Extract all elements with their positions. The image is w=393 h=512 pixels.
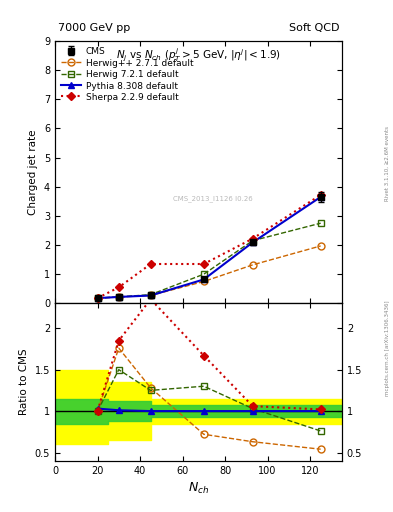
Line: Pythia 8.308 default: Pythia 8.308 default (94, 194, 324, 302)
Pythia 8.308 default (95, 295, 100, 301)
Y-axis label: Charged jet rate: Charged jet rate (28, 130, 39, 215)
Herwig++ 2.7.1 default (95, 295, 100, 301)
Pythia 8.308 default (202, 276, 206, 283)
Text: CMS_2013_I1126 I0.26: CMS_2013_I1126 I0.26 (173, 195, 253, 202)
Sherpa 2.2.9 default (116, 284, 121, 290)
Pythia 8.308 default (116, 294, 121, 300)
Herwig 7.2.1 default (250, 238, 255, 244)
Herwig++ 2.7.1 default (202, 279, 206, 285)
Pythia 8.308 default (318, 194, 323, 200)
Sherpa 2.2.9 default (250, 236, 255, 242)
Legend: CMS, Herwig++ 2.7.1 default, Herwig 7.2.1 default, Pythia 8.308 default, Sherpa : CMS, Herwig++ 2.7.1 default, Herwig 7.2.… (59, 46, 195, 104)
X-axis label: $N_{ch}$: $N_{ch}$ (188, 481, 209, 496)
Sherpa 2.2.9 default (95, 295, 100, 301)
Herwig++ 2.7.1 default (148, 292, 153, 298)
Herwig 7.2.1 default (116, 294, 121, 300)
Text: Soft QCD: Soft QCD (288, 23, 339, 33)
Line: Sherpa 2.2.9 default: Sherpa 2.2.9 default (95, 192, 323, 301)
Pythia 8.308 default (250, 239, 255, 245)
Line: Herwig 7.2.1 default: Herwig 7.2.1 default (94, 220, 324, 302)
Herwig 7.2.1 default (202, 271, 206, 278)
Text: mcplots.cern.ch [arXiv:1306.3436]: mcplots.cern.ch [arXiv:1306.3436] (385, 301, 389, 396)
Y-axis label: Ratio to CMS: Ratio to CMS (19, 349, 29, 415)
Herwig 7.2.1 default (95, 295, 100, 301)
Text: 7000 GeV pp: 7000 GeV pp (58, 23, 130, 33)
Text: Rivet 3.1.10, ≥2.6M events: Rivet 3.1.10, ≥2.6M events (385, 126, 389, 201)
Sherpa 2.2.9 default (202, 261, 206, 267)
Herwig++ 2.7.1 default (116, 294, 121, 300)
Text: $N_j$ vs $N_{ch}$ ($p_T^j$$>$5 GeV, $|\eta^j|$$<$1.9): $N_j$ vs $N_{ch}$ ($p_T^j$$>$5 GeV, $|\e… (116, 46, 281, 64)
Line: Herwig++ 2.7.1 default: Herwig++ 2.7.1 default (94, 243, 324, 302)
Herwig 7.2.1 default (148, 291, 153, 297)
Sherpa 2.2.9 default (148, 261, 153, 267)
Herwig 7.2.1 default (318, 220, 323, 226)
Sherpa 2.2.9 default (318, 192, 323, 198)
Herwig++ 2.7.1 default (318, 243, 323, 249)
Herwig++ 2.7.1 default (250, 262, 255, 268)
Pythia 8.308 default (148, 292, 153, 298)
